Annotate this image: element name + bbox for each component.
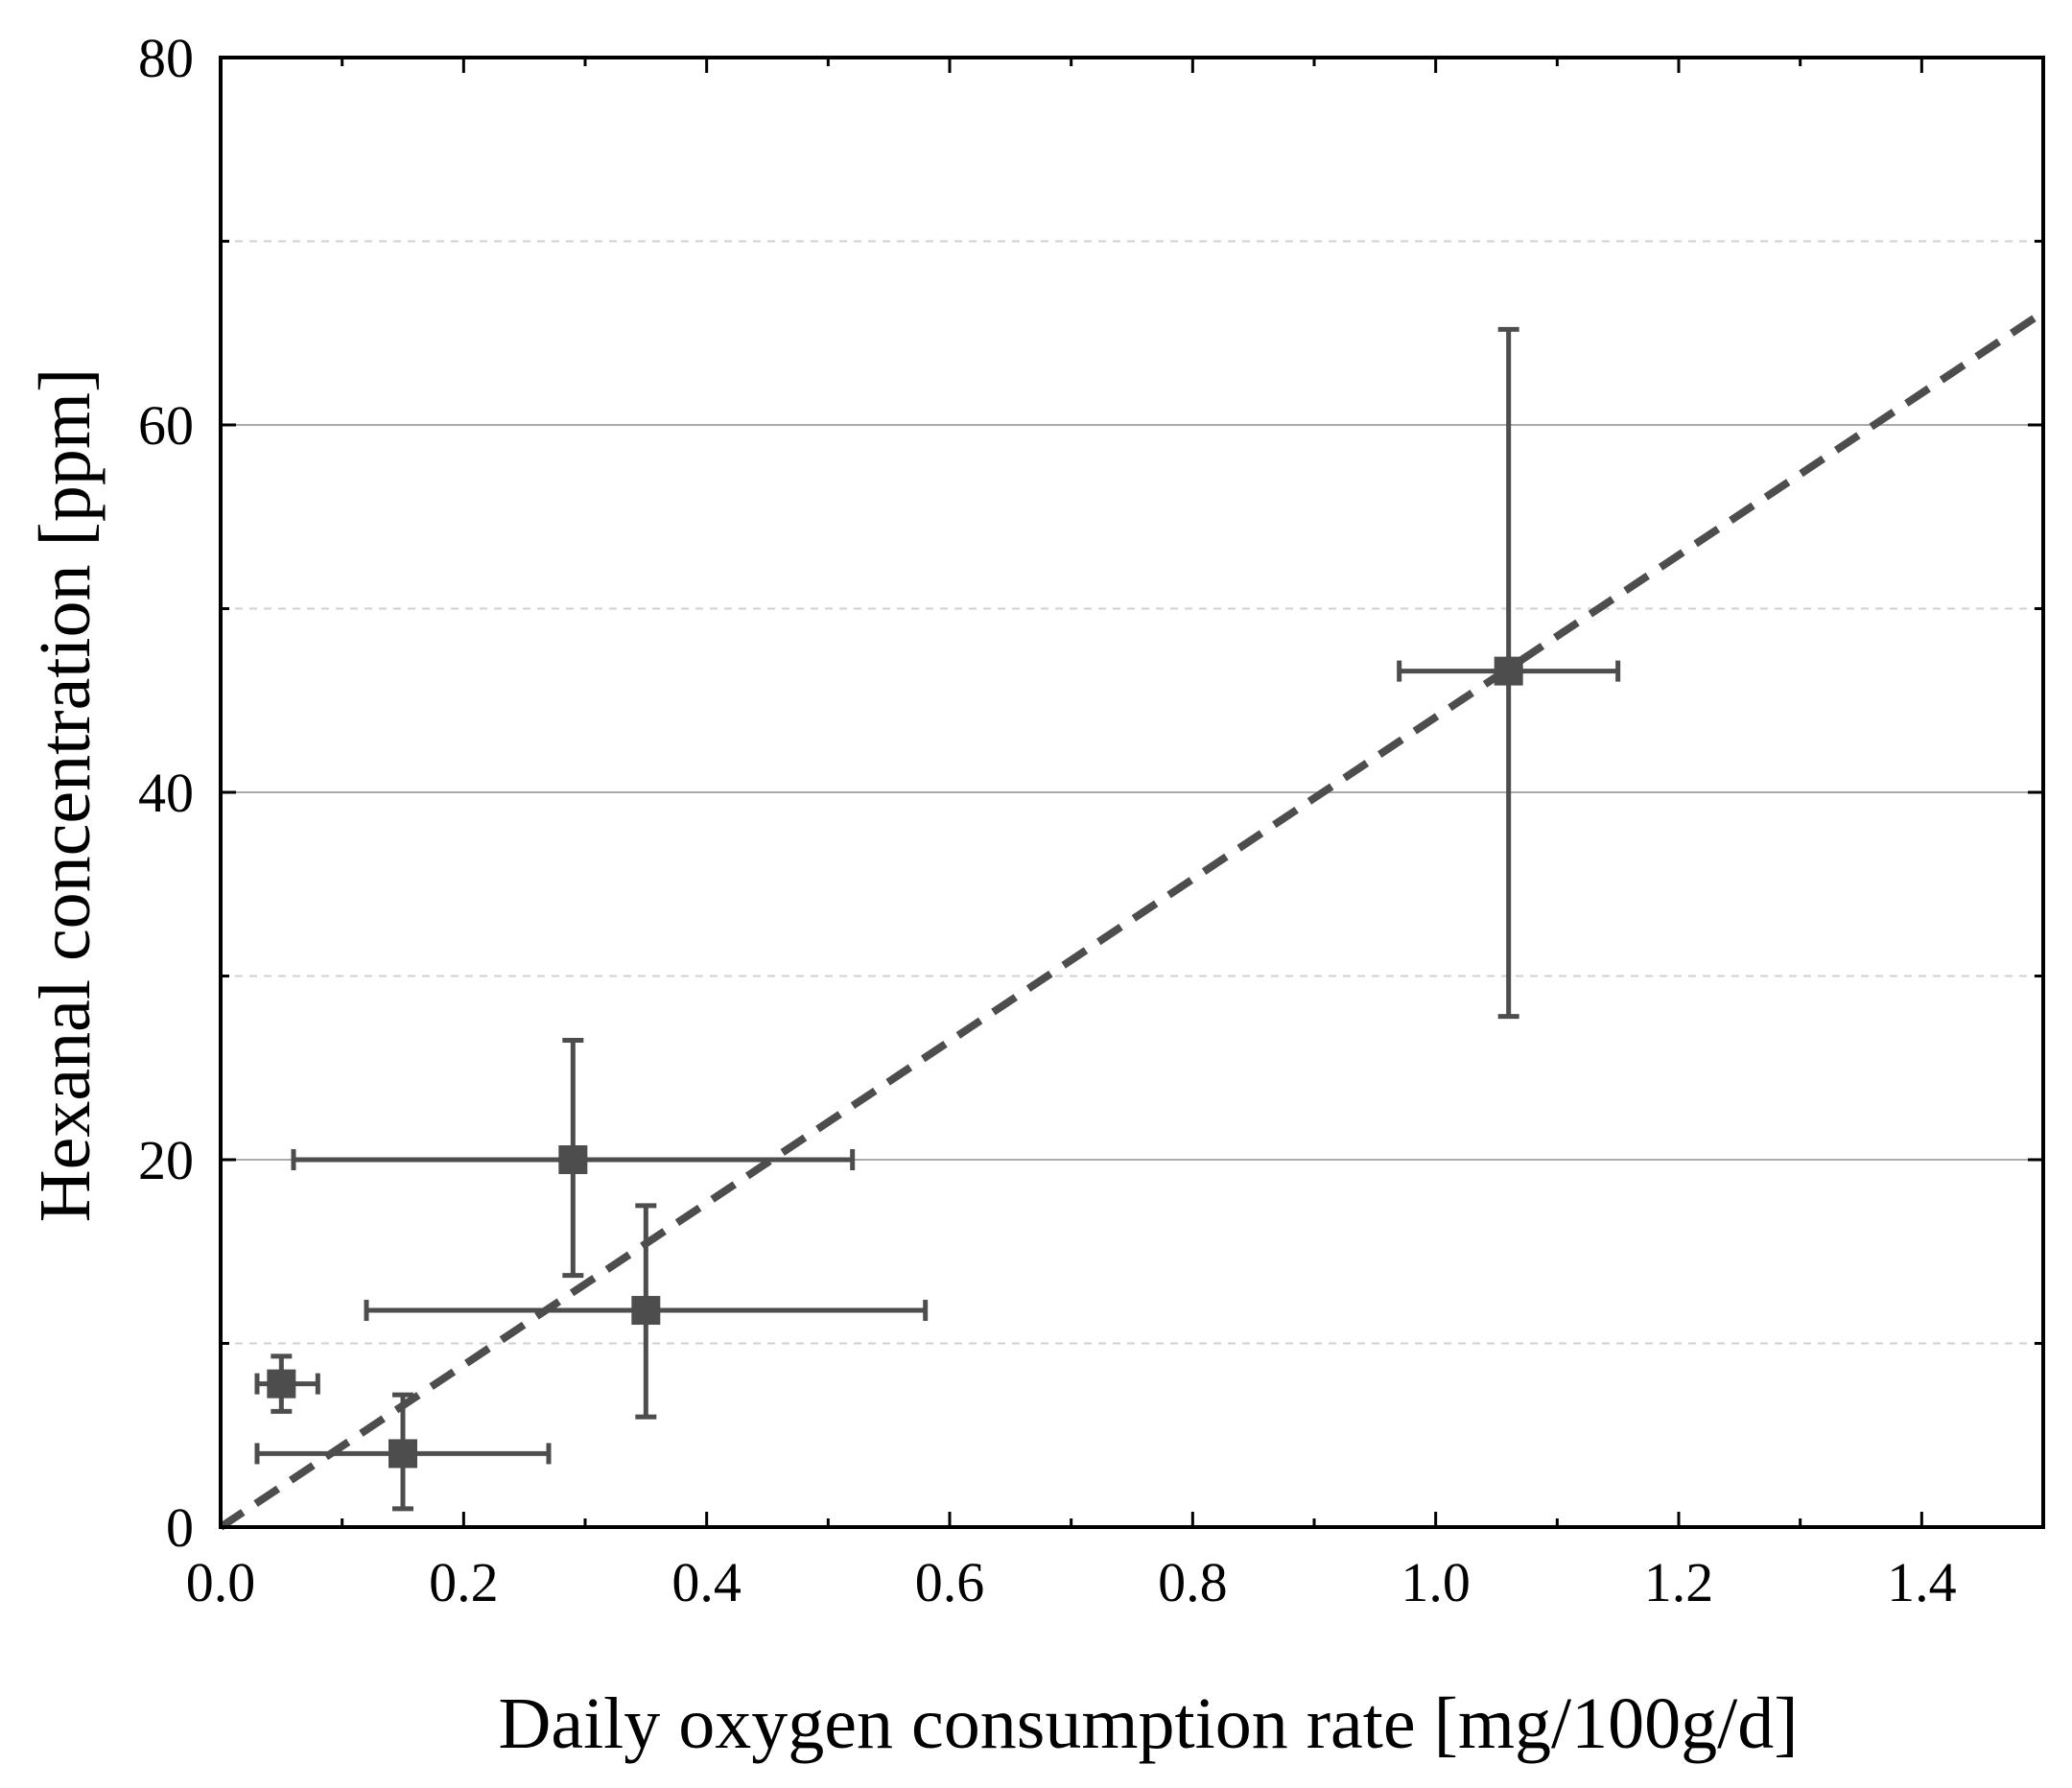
tick-labels: 0.0 0.2 0.4 0.6 0.8 1.0 1.2 1.4 0 20 40 60 80: [138, 27, 1957, 1613]
data-point-marker: [1494, 656, 1523, 686]
x-tick-label: 0.0: [186, 1551, 256, 1613]
x-tick-label: 0.8: [1158, 1551, 1228, 1613]
x-tick-label: 0.2: [429, 1551, 499, 1613]
data-points: [254, 326, 1621, 1512]
x-axis-title: Daily oxygen consumption rate [mg/100g/d…: [498, 1683, 1798, 1764]
x-tick-label: 1.0: [1401, 1551, 1471, 1613]
fit-line: [218, 311, 2042, 1531]
x-tick-label: 0.4: [671, 1551, 742, 1613]
y-tick-label: 20: [138, 1129, 194, 1191]
data-point-marker: [558, 1145, 588, 1174]
y-tick-label: 80: [138, 27, 194, 89]
data-point-marker: [388, 1439, 417, 1469]
y-axis-title: Hexanal concentration [ppm]: [25, 368, 106, 1223]
data-point-marker: [631, 1296, 661, 1326]
y-tick-label: 0: [166, 1496, 194, 1559]
grid-lines: [221, 240, 2043, 1345]
x-tick-label: 1.2: [1644, 1551, 1714, 1613]
axis-ticks: [219, 56, 2045, 1529]
x-tick-label: 0.6: [915, 1551, 985, 1613]
y-tick-label: 60: [138, 394, 194, 457]
x-tick-label: 1.4: [1887, 1551, 1957, 1613]
data-point-marker: [267, 1369, 296, 1399]
y-tick-label: 40: [138, 762, 194, 824]
fit-line-group: [218, 311, 2042, 1531]
